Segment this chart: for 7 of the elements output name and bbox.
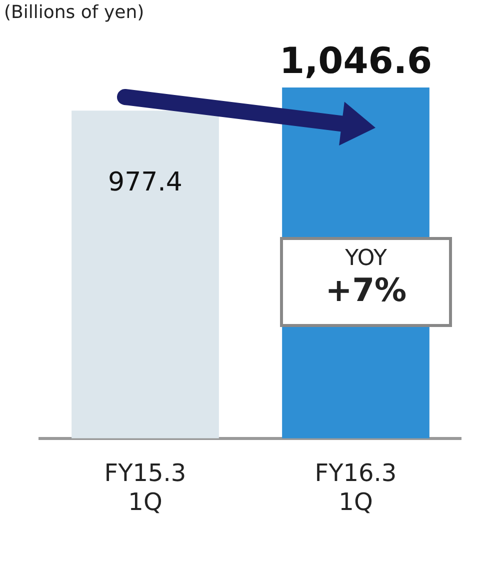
annotation: YOY (344, 246, 388, 271)
x-tick-label: FY15.3 1Q (104, 459, 186, 516)
text: (Billions of yen) (4, 2, 144, 23)
annotation: +7% (324, 271, 408, 309)
data-label: 1,046.6 (279, 40, 432, 82)
x-tick-label: FY16.3 1Q (314, 459, 397, 516)
data-label: 977.4 (108, 167, 182, 198)
